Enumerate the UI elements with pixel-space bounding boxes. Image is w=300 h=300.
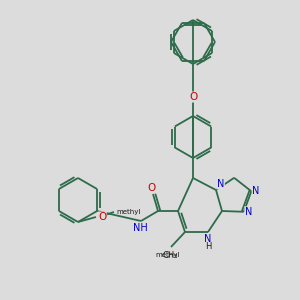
Text: NH: NH	[133, 223, 147, 233]
Text: N: N	[252, 186, 260, 196]
Text: N: N	[217, 179, 224, 189]
Text: methyl: methyl	[156, 252, 180, 258]
Text: O: O	[148, 183, 156, 193]
Text: H: H	[205, 242, 211, 251]
Text: N: N	[245, 207, 252, 217]
Text: O: O	[189, 92, 197, 102]
Text: N: N	[204, 234, 212, 244]
Text: methyl: methyl	[116, 209, 140, 215]
Text: CH₃: CH₃	[162, 251, 178, 260]
Text: O: O	[98, 212, 106, 222]
